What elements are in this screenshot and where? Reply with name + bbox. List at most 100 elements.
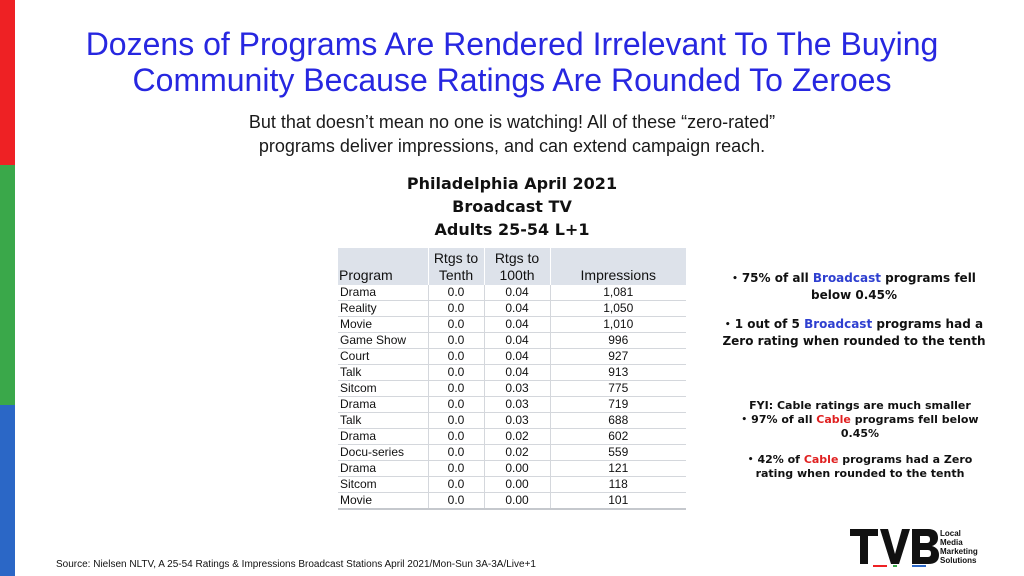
cell-impressions: 118 bbox=[550, 476, 686, 493]
slide-title: Dozens of Programs Are Rendered Irreleva… bbox=[30, 26, 994, 98]
cell-program: Talk bbox=[338, 412, 429, 429]
cell-rtgs-tenth: 0.0 bbox=[428, 316, 485, 333]
cell-rtgs-100th: 0.04 bbox=[484, 285, 551, 301]
bullet-icon: • bbox=[747, 455, 754, 465]
cell-impressions: 775 bbox=[550, 380, 686, 397]
cell-rtgs-tenth: 0.0 bbox=[428, 300, 485, 317]
cell-rtgs-100th: 0.03 bbox=[484, 380, 551, 397]
cell-rtgs-tenth: 0.0 bbox=[428, 460, 485, 477]
table-row: Drama 0.0 0.04 1,081 bbox=[338, 285, 686, 301]
tvb-wordmark bbox=[850, 529, 939, 567]
note-cable-fyi: FYI: Cable ratings are much smaller • 97%… bbox=[730, 399, 990, 441]
cell-impressions: 121 bbox=[550, 460, 686, 477]
table-row: Talk 0.0 0.04 913 bbox=[338, 364, 686, 381]
fyi-heading: FYI: Cable ratings are much smaller bbox=[749, 399, 971, 412]
ratings-table: Program Rtgs to Tenth Rtgs to 100th Impres… bbox=[338, 248, 686, 510]
broadcast-highlight: Broadcast bbox=[812, 271, 881, 285]
column-header-program: Program bbox=[338, 248, 429, 285]
bullet-icon: • bbox=[732, 274, 738, 284]
cell-rtgs-100th: 0.02 bbox=[484, 428, 551, 445]
cell-program: Drama bbox=[338, 428, 429, 445]
cell-rtgs-tenth: 0.0 bbox=[428, 364, 485, 381]
cell-rtgs-100th: 0.04 bbox=[484, 348, 551, 365]
accent-stripe-green bbox=[0, 165, 15, 405]
cell-rtgs-tenth: 0.0 bbox=[428, 380, 485, 397]
column-header-rtgs-tenth: Rtgs to Tenth bbox=[428, 248, 485, 285]
cell-rtgs-tenth: 0.0 bbox=[428, 348, 485, 365]
table-row: Docu-series 0.0 0.02 559 bbox=[338, 444, 686, 461]
table-row: Sitcom 0.0 0.00 118 bbox=[338, 476, 686, 493]
cell-rtgs-tenth: 0.0 bbox=[428, 476, 485, 493]
cell-impressions: 688 bbox=[550, 412, 686, 429]
cell-rtgs-100th: 0.04 bbox=[484, 332, 551, 349]
cell-impressions: 101 bbox=[550, 492, 686, 510]
cell-program: Sitcom bbox=[338, 380, 429, 397]
note-cable-below-threshold: • 97% of all Cable programs fell below 0.… bbox=[741, 413, 979, 440]
cell-impressions: 602 bbox=[550, 428, 686, 445]
cell-impressions: 719 bbox=[550, 396, 686, 413]
cell-program: Reality bbox=[338, 300, 429, 317]
cell-impressions: 913 bbox=[550, 364, 686, 381]
cell-impressions: 1,010 bbox=[550, 316, 686, 333]
bullet-icon: • bbox=[724, 320, 731, 330]
note-cable-zero-rating: • 42% of Cable programs had a Zero rating… bbox=[747, 453, 973, 480]
table-row: Game Show 0.0 0.04 996 bbox=[338, 332, 686, 349]
table-header-row: Program Rtgs to Tenth Rtgs to 100th Impres… bbox=[338, 248, 686, 285]
table-heading-medium: Broadcast TV bbox=[452, 197, 572, 216]
cell-impressions: 927 bbox=[550, 348, 686, 365]
table-heading-market: Philadelphia April 2021 bbox=[406, 174, 618, 193]
cell-rtgs-100th: 0.03 bbox=[484, 412, 551, 429]
cell-program: Movie bbox=[338, 316, 429, 333]
accent-stripe-red bbox=[0, 0, 15, 165]
column-header-rtgs-100th: Rtgs to 100th bbox=[484, 248, 551, 285]
cell-rtgs-tenth: 0.0 bbox=[428, 492, 485, 510]
cell-rtgs-tenth: 0.0 bbox=[428, 444, 485, 461]
table-row: Sitcom 0.0 0.03 775 bbox=[338, 380, 686, 397]
cell-impressions: 1,050 bbox=[550, 300, 686, 317]
cell-rtgs-100th: 0.00 bbox=[484, 460, 551, 477]
cell-rtgs-tenth: 0.0 bbox=[428, 396, 485, 413]
cell-program: Docu-series bbox=[338, 444, 429, 461]
note-broadcast-zero-rating: • 1 out of 5 Broadcast programs had a Zer… bbox=[722, 317, 986, 348]
accent-stripe-blue bbox=[0, 405, 15, 576]
cell-rtgs-100th: 0.03 bbox=[484, 396, 551, 413]
broadcast-highlight: Broadcast bbox=[804, 317, 873, 331]
cell-rtgs-100th: 0.00 bbox=[484, 476, 551, 493]
slide-subtitle-line-2: programs deliver impressions, and can ex… bbox=[258, 136, 766, 156]
cell-program: Court bbox=[338, 348, 429, 365]
cell-rtgs-100th: 0.00 bbox=[484, 492, 551, 510]
slide-subtitle-line-1: But that doesn’t mean no one is watching… bbox=[248, 112, 776, 132]
slide-title-line-1: Dozens of Programs Are Rendered Irreleva… bbox=[85, 26, 939, 62]
cell-rtgs-100th: 0.04 bbox=[484, 364, 551, 381]
cell-rtgs-tenth: 0.0 bbox=[428, 428, 485, 445]
cell-impressions: 996 bbox=[550, 332, 686, 349]
table-row: Reality 0.0 0.04 1,050 bbox=[338, 300, 686, 317]
cell-rtgs-tenth: 0.0 bbox=[428, 285, 485, 301]
cable-highlight: Cable bbox=[803, 453, 839, 466]
cell-rtgs-100th: 0.04 bbox=[484, 316, 551, 333]
column-header-impressions: Impressions bbox=[550, 248, 686, 285]
cell-program: Movie bbox=[338, 492, 429, 510]
cable-highlight: Cable bbox=[816, 413, 851, 426]
cell-program: Drama bbox=[338, 285, 429, 301]
tvb-logo-tagline: Local Media Marketing Solutions bbox=[940, 529, 978, 565]
cell-program: Game Show bbox=[338, 332, 429, 349]
cell-program: Talk bbox=[338, 364, 429, 381]
cell-program: Drama bbox=[338, 460, 429, 477]
cell-impressions: 1,081 bbox=[550, 285, 686, 301]
source-footnote: Source: Nielsen NLTV, A 25-54 Ratings & … bbox=[56, 559, 536, 570]
table-row: Court 0.0 0.04 927 bbox=[338, 348, 686, 365]
table-heading-demo: Adults 25-54 L+1 bbox=[434, 220, 590, 239]
cell-rtgs-100th: 0.04 bbox=[484, 300, 551, 317]
table-row: Movie 0.0 0.04 1,010 bbox=[338, 316, 686, 333]
cell-impressions: 559 bbox=[550, 444, 686, 461]
table-row: Drama 0.0 0.03 719 bbox=[338, 396, 686, 413]
table-heading: Philadelphia April 2021 Broadcast TV Adu… bbox=[352, 172, 672, 241]
cell-rtgs-tenth: 0.0 bbox=[428, 332, 485, 349]
cell-rtgs-tenth: 0.0 bbox=[428, 412, 485, 429]
note-broadcast-below-threshold: • 75% of all Broadcast programs fell belo… bbox=[732, 271, 976, 302]
cell-program: Sitcom bbox=[338, 476, 429, 493]
table-row: Movie 0.0 0.00 101 bbox=[338, 492, 686, 510]
tvb-logo bbox=[850, 529, 939, 567]
table-row: Talk 0.0 0.03 688 bbox=[338, 412, 686, 429]
